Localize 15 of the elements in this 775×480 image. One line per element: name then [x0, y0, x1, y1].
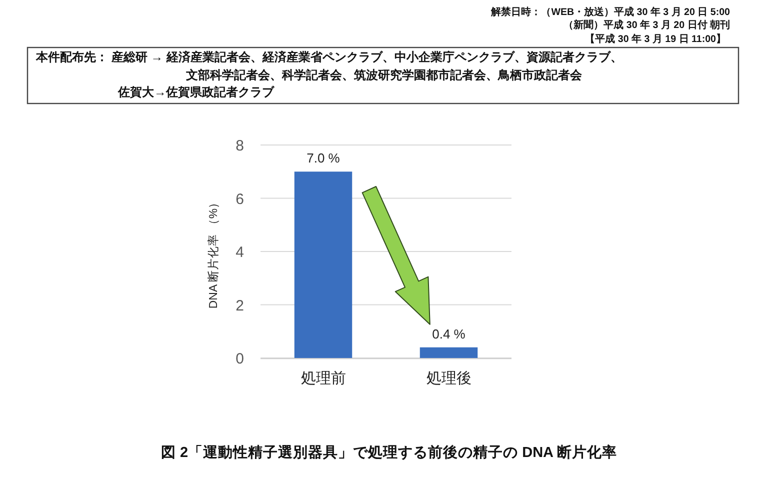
- ytick-label: 8: [236, 138, 244, 154]
- annotation: （新聞）平成 30 年 3 月 20 日付 朝刊: [564, 20, 730, 31]
- annotation: 本件配布先： 産総研 → 経済産業記者会、経済産業省ペンクラブ、中小企業庁ペンクラブ、資源記者クラブ、: [36, 50, 622, 64]
- annotation: 図 2「運動性精子選別器具」で処理する前後の精子の DNA 断片化率: [160, 445, 618, 461]
- ytick-label: 2: [236, 297, 244, 314]
- ytick-label: 4: [236, 244, 244, 261]
- ylabel: DNA 断片化率 （%）: [208, 196, 220, 309]
- ytick-label: 0: [236, 350, 244, 368]
- xtick-label: 処理前: [300, 370, 346, 387]
- annotation: 解禁日時：（WEB・放送）平成 30 年 3 月 20 日 5:00: [491, 7, 730, 18]
- xtick-label: 処理後: [426, 370, 472, 387]
- ytick-label: 6: [236, 190, 244, 208]
- annotation: 【平成 30 年 3 月 19 日 11:00】: [585, 34, 726, 45]
- annotation: 佐賀大→佐賀県政記者クラブ: [118, 85, 274, 99]
- annotation: 文部科学記者会、科学記者会、筑波研究学園都市記者会、鳥栖市政記者会: [186, 68, 582, 82]
